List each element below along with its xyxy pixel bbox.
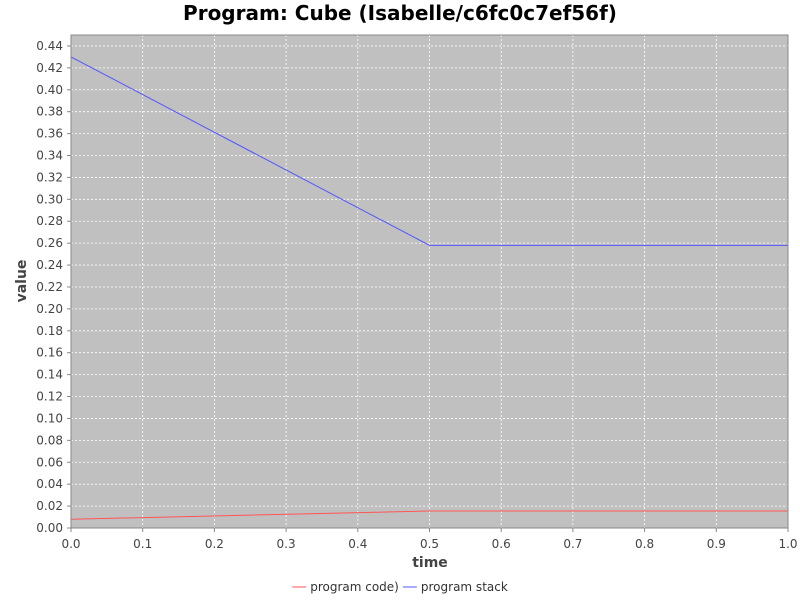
y-tick-label: 0.18 bbox=[36, 324, 63, 338]
y-tick-label: 0.20 bbox=[36, 302, 63, 316]
y-tick-label: 0.02 bbox=[36, 499, 63, 513]
plot-border bbox=[70, 34, 789, 529]
y-tick-label: 0.42 bbox=[36, 61, 63, 75]
y-tick-label: 0.06 bbox=[36, 455, 63, 469]
y-tick-label: 0.00 bbox=[36, 521, 63, 535]
legend-label: program code) bbox=[310, 580, 399, 594]
x-tick-label: 0.0 bbox=[61, 537, 80, 551]
x-tick-label: 1.0 bbox=[778, 537, 797, 551]
y-tick-label: 0.28 bbox=[36, 214, 63, 228]
y-axis-title: value bbox=[14, 260, 30, 303]
x-tick-label: 0.7 bbox=[563, 537, 582, 551]
y-tick-label: 0.34 bbox=[36, 149, 63, 163]
y-tick-label: 0.14 bbox=[36, 368, 63, 382]
y-tick-label: 0.40 bbox=[36, 83, 63, 97]
legend-label: program stack bbox=[421, 580, 508, 594]
y-tick-label: 0.16 bbox=[36, 346, 63, 360]
x-tick-label: 0.1 bbox=[133, 537, 152, 551]
y-tick-label: 0.44 bbox=[36, 39, 63, 53]
x-tick-label: 0.5 bbox=[420, 537, 439, 551]
x-tick-label: 0.8 bbox=[635, 537, 654, 551]
y-tick-label: 0.26 bbox=[36, 236, 63, 250]
y-tick-label: 0.36 bbox=[36, 127, 63, 141]
legend-item-2: program stack bbox=[402, 580, 508, 594]
y-tick-label: 0.38 bbox=[36, 105, 63, 119]
legend-item-1: program code) bbox=[292, 580, 399, 594]
series-line-2 bbox=[70, 56, 788, 246]
x-tick-label: 0.2 bbox=[205, 537, 224, 551]
y-tick-label: 0.08 bbox=[36, 433, 63, 447]
x-tick-label: 0.4 bbox=[348, 537, 367, 551]
x-axis-title: time bbox=[412, 555, 448, 571]
y-tick-label: 0.30 bbox=[36, 192, 63, 206]
series-lines bbox=[70, 56, 788, 520]
plot-area bbox=[71, 35, 788, 528]
y-tick-label: 0.22 bbox=[36, 280, 63, 294]
series-line-1 bbox=[70, 510, 788, 520]
y-tick-label: 0.12 bbox=[36, 390, 63, 404]
y-tick-label: 0.04 bbox=[36, 477, 63, 491]
legend: program code) program stack bbox=[292, 580, 508, 594]
x-tick-label: 0.6 bbox=[492, 537, 511, 551]
chart-title: Program: Cube (Isabelle/c6fc0c7ef56f) bbox=[183, 1, 617, 25]
y-tick-label: 0.10 bbox=[36, 411, 63, 425]
x-tick-label: 0.3 bbox=[277, 537, 296, 551]
axes: 0.0 0.1 0.2 0.3 0.4 0.5 0.6 0.7 0.8 0.9 1.0 0.00 0.0… bbox=[36, 34, 798, 551]
x-tick-label: 0.9 bbox=[707, 537, 726, 551]
y-tick-label: 0.24 bbox=[36, 258, 63, 272]
y-tick-label: 0.32 bbox=[36, 170, 63, 184]
